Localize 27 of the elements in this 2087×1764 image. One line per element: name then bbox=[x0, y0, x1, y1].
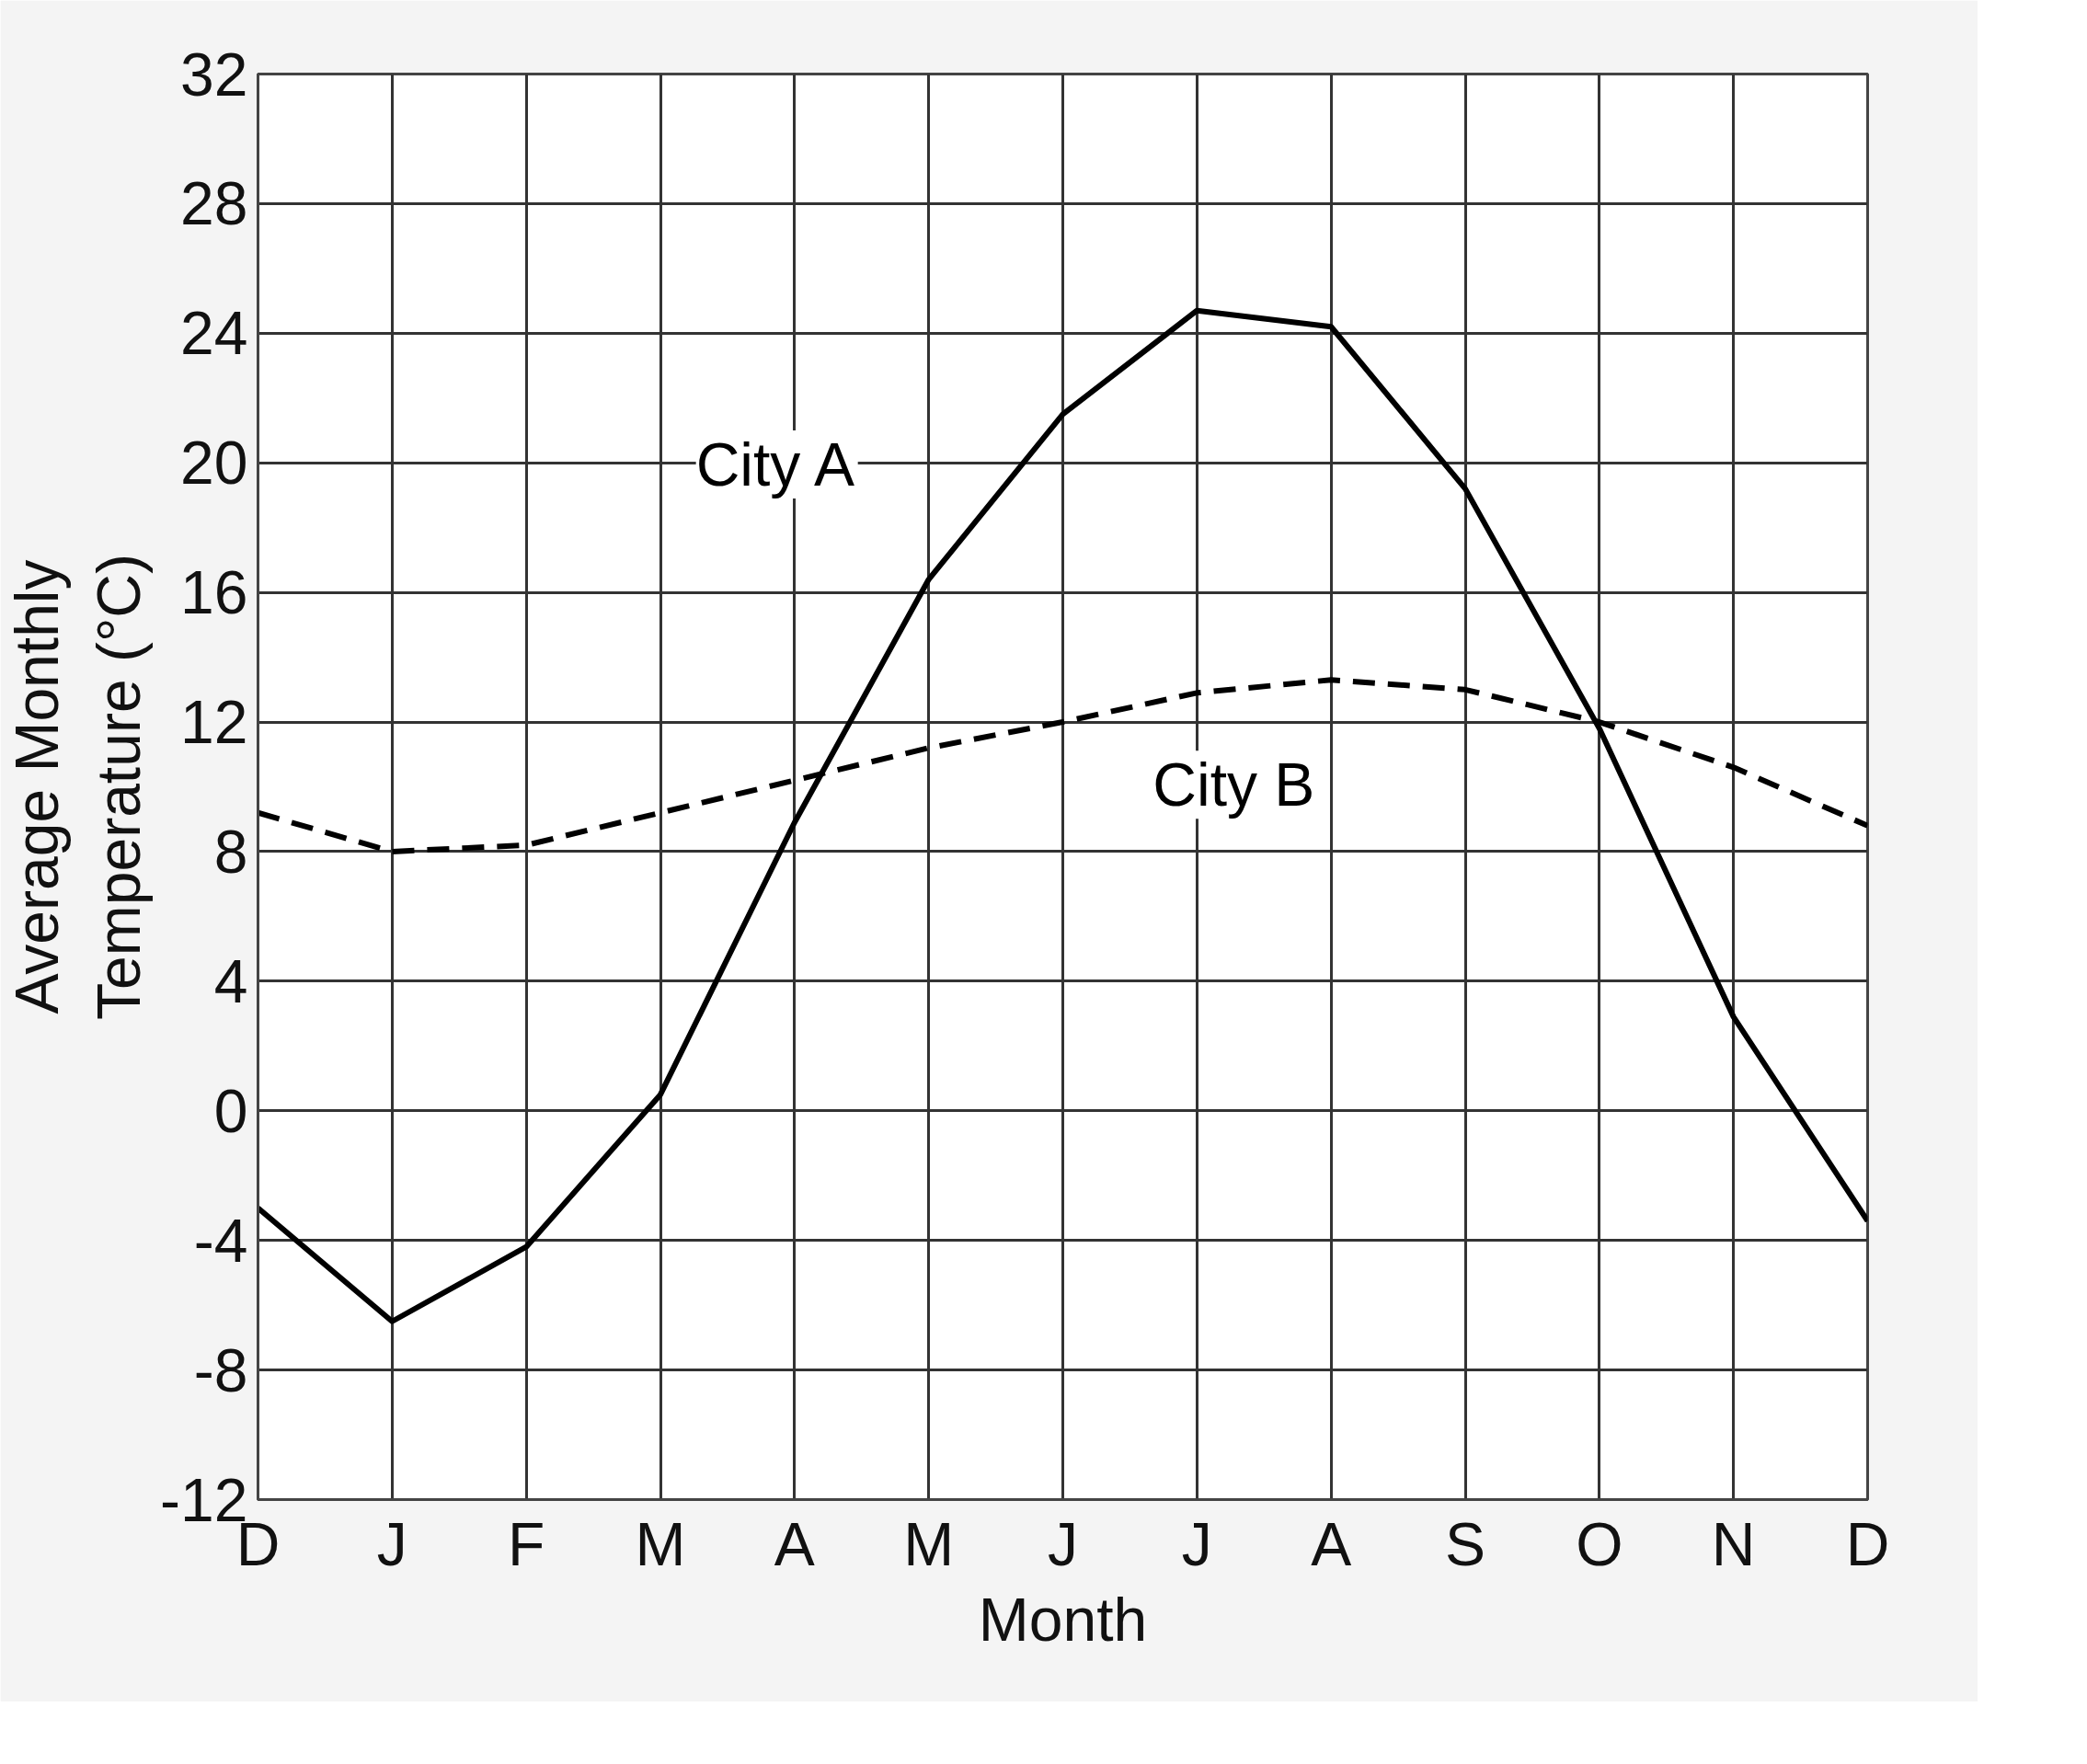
y-tick-label: -4 bbox=[193, 1206, 248, 1275]
x-tick-label: A bbox=[774, 1509, 815, 1578]
series-label: City B bbox=[1152, 750, 1315, 819]
series-label: City A bbox=[695, 430, 855, 499]
y-tick-label: 28 bbox=[180, 169, 248, 238]
x-tick-label: N bbox=[1711, 1509, 1756, 1578]
x-tick-label: J bbox=[1181, 1509, 1212, 1578]
x-tick-label: A bbox=[1311, 1509, 1352, 1578]
y-tick-label: -8 bbox=[193, 1335, 248, 1404]
x-tick-label: D bbox=[1845, 1509, 1890, 1578]
y-tick-label: 16 bbox=[180, 558, 248, 627]
x-tick-label: F bbox=[508, 1509, 545, 1578]
y-tick-label: 32 bbox=[180, 40, 248, 109]
x-tick-label: O bbox=[1576, 1509, 1623, 1578]
x-axis-title: Month bbox=[978, 1585, 1148, 1654]
y-tick-label: 24 bbox=[180, 299, 248, 368]
y-tick-label: 12 bbox=[180, 688, 248, 757]
x-tick-label: J bbox=[1048, 1509, 1078, 1578]
x-tick-label: M bbox=[635, 1509, 686, 1578]
y-tick-label: 0 bbox=[213, 1076, 248, 1145]
y-axis-title: Average Monthly Temperature (°C) bbox=[3, 554, 154, 1020]
x-tick-label: M bbox=[903, 1509, 955, 1578]
y-tick-label: 8 bbox=[213, 817, 248, 886]
y-tick-label: 4 bbox=[213, 946, 248, 1015]
y-tick-label: 20 bbox=[180, 429, 248, 498]
x-tick-label: S bbox=[1444, 1509, 1486, 1578]
x-tick-label: J bbox=[376, 1509, 407, 1578]
